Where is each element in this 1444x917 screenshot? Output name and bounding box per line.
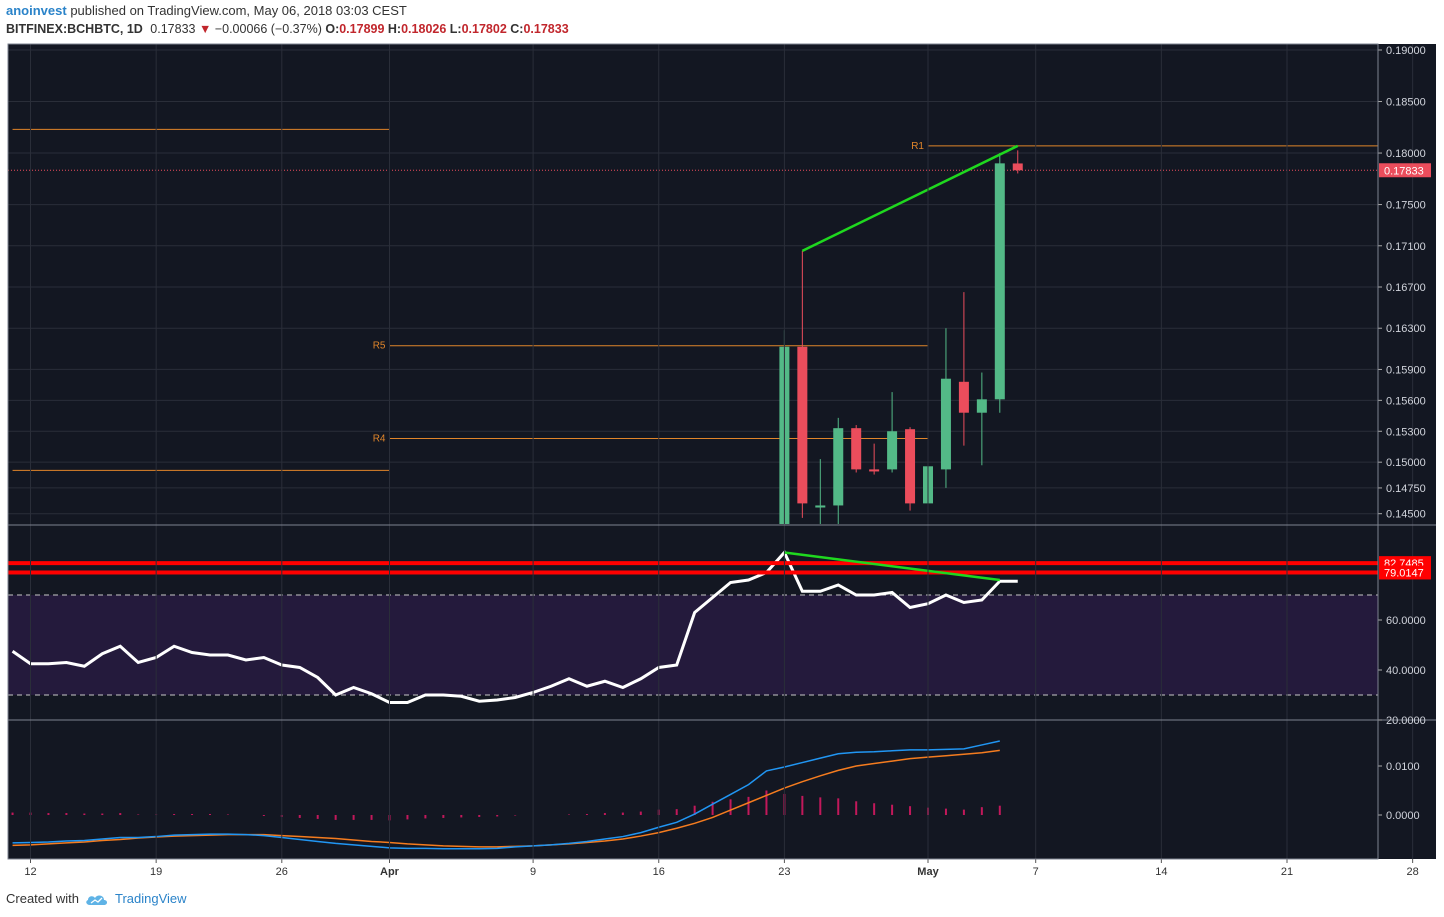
symbol-label[interactable]: BITFINEX:BCHBTC, 1D (6, 22, 143, 36)
plot-background (8, 44, 1378, 859)
rsi-level-badge (1379, 565, 1431, 580)
price-change: −0.00066 (−0.37%) (214, 22, 322, 36)
last-price: 0.17833 (150, 22, 196, 36)
candle-down (958, 381, 969, 413)
rsi-tick-label: 60.0000 (1386, 615, 1426, 627)
price-tick-label: 0.15900 (1386, 364, 1426, 376)
x-tick-label: 19 (150, 866, 162, 878)
price-tick-label: 0.17500 (1386, 200, 1426, 212)
price-tick-label: 0.18000 (1386, 148, 1426, 160)
price-tick-label: 0.17100 (1386, 241, 1426, 253)
time-scale-background (8, 859, 1436, 883)
candle-up (940, 378, 951, 470)
high-value: 0.18026 (401, 22, 447, 36)
footer: Created with TradingView (6, 891, 187, 906)
x-tick-label: 21 (1281, 866, 1293, 878)
x-tick-label: 16 (653, 866, 665, 878)
created-with-text: Created with (6, 891, 79, 906)
rsi-trendline (784, 551, 1000, 582)
x-tick-label: 23 (778, 866, 790, 878)
close-label: C: (510, 22, 524, 36)
published-text: published on TradingView.com, May 06, 20… (70, 3, 407, 18)
x-tick-label: Apr (380, 866, 400, 878)
open-label: O: (325, 22, 340, 36)
price-tick-label: 0.18500 (1386, 97, 1426, 109)
price-tick-label: 0.14750 (1386, 483, 1426, 495)
high-label: H: (387, 22, 402, 36)
price-tick-label: 0.16300 (1386, 323, 1426, 335)
down-arrow-icon: ▼ (198, 22, 212, 36)
macd-signal-line (12, 749, 1000, 848)
rsi-tick-label: 20.0000 (1386, 715, 1426, 727)
rsi-tick-label: 40.0000 (1386, 665, 1426, 677)
low-label: L: (449, 22, 462, 36)
tradingview-cloud-icon (86, 895, 107, 905)
price-tick-label: 0.15000 (1386, 457, 1426, 469)
pivot-label: R5 (373, 341, 386, 352)
plot-frame (7, 43, 1379, 860)
price-tick-label: 0.15600 (1386, 395, 1426, 407)
symbol-legend: BITFINEX:BCHBTC, 1D 0.17833 ▼ −0.00066 (… (6, 22, 569, 36)
author-link[interactable]: anoinvest (6, 3, 67, 18)
x-tick-label: 14 (1155, 866, 1167, 878)
candle-up (815, 505, 826, 508)
x-tick-label: 12 (24, 866, 36, 878)
rsi-level-badge-label: 79.0147 (1384, 567, 1424, 579)
candle-up (833, 428, 844, 506)
price-tick-label: 0.15300 (1386, 426, 1426, 438)
candle-down (851, 428, 862, 470)
candle-down (797, 346, 808, 504)
rsi-band (8, 595, 1378, 695)
pivot-label: R4 (373, 433, 386, 444)
candle-down (869, 469, 880, 472)
macd-tick-label: 0.0100 (1386, 761, 1420, 773)
price-tick-label: 0.16700 (1386, 282, 1426, 294)
rsi-line (11, 549, 1018, 704)
candle-up (887, 431, 898, 470)
x-tick-label: 7 (1033, 866, 1039, 878)
macd-line (12, 740, 1000, 850)
price-tick-label: 0.14500 (1386, 509, 1426, 521)
price-trendline (801, 144, 1019, 253)
last-price-badge-label: 0.17833 (1384, 165, 1424, 177)
macd-tick-label: 0.0000 (1386, 810, 1420, 822)
x-tick-label: May (917, 866, 939, 878)
candle-down (905, 429, 916, 504)
last-price-badge (1379, 163, 1431, 178)
candle-up (976, 399, 987, 413)
publish-info: anoinvest published on TradingView.com, … (6, 3, 407, 18)
x-tick-label: 28 (1407, 866, 1419, 878)
x-tick-label: 9 (530, 866, 536, 878)
close-value: 0.17833 (523, 22, 569, 36)
candle-down (1012, 163, 1023, 171)
rsi-pane (8, 549, 1378, 704)
price-tick-label: 0.19000 (1386, 45, 1426, 57)
open-value: 0.17899 (339, 22, 385, 36)
candle-up (994, 163, 1005, 400)
pivot-label: R1 (911, 141, 924, 152)
tradingview-brand-link[interactable]: TradingView (114, 891, 187, 906)
low-value: 0.17802 (461, 22, 507, 36)
price-scale-background (1378, 44, 1436, 859)
x-tick-label: 26 (276, 866, 288, 878)
